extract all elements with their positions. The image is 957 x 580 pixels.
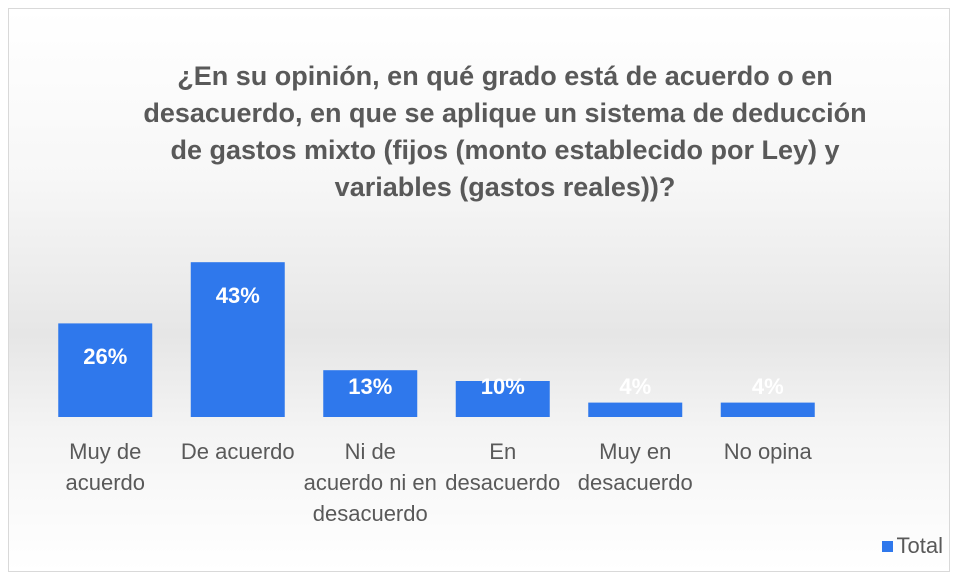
x-tick-label: Muy de acuerdo <box>65 439 145 495</box>
value-label: 26% <box>83 344 127 369</box>
bar <box>58 323 153 417</box>
legend-swatch <box>881 540 893 552</box>
value-label: 43% <box>216 283 260 308</box>
bar <box>323 370 418 417</box>
x-tick-label: De acuerdo <box>180 439 295 464</box>
bar <box>588 402 683 417</box>
chart-frame <box>8 8 950 572</box>
value-label: 13% <box>348 374 392 399</box>
value-label: 4% <box>752 374 784 399</box>
bar <box>720 402 815 417</box>
chart-title: ¿En su opinión, en qué grado está de acu… <box>143 61 867 202</box>
legend: Total <box>881 533 943 559</box>
value-label: 10% <box>481 374 525 399</box>
x-tick-label: Ni de acuerdo ni en desacuerdo <box>303 439 437 526</box>
bar <box>190 262 285 417</box>
x-tick-label: En desacuerdo <box>445 439 561 495</box>
x-tick-label: No opina <box>723 439 812 464</box>
bar <box>455 381 550 417</box>
x-tick-label: Muy en desacuerdo <box>577 439 693 495</box>
value-label: 4% <box>619 374 651 399</box>
legend-label: Total <box>896 533 943 558</box>
